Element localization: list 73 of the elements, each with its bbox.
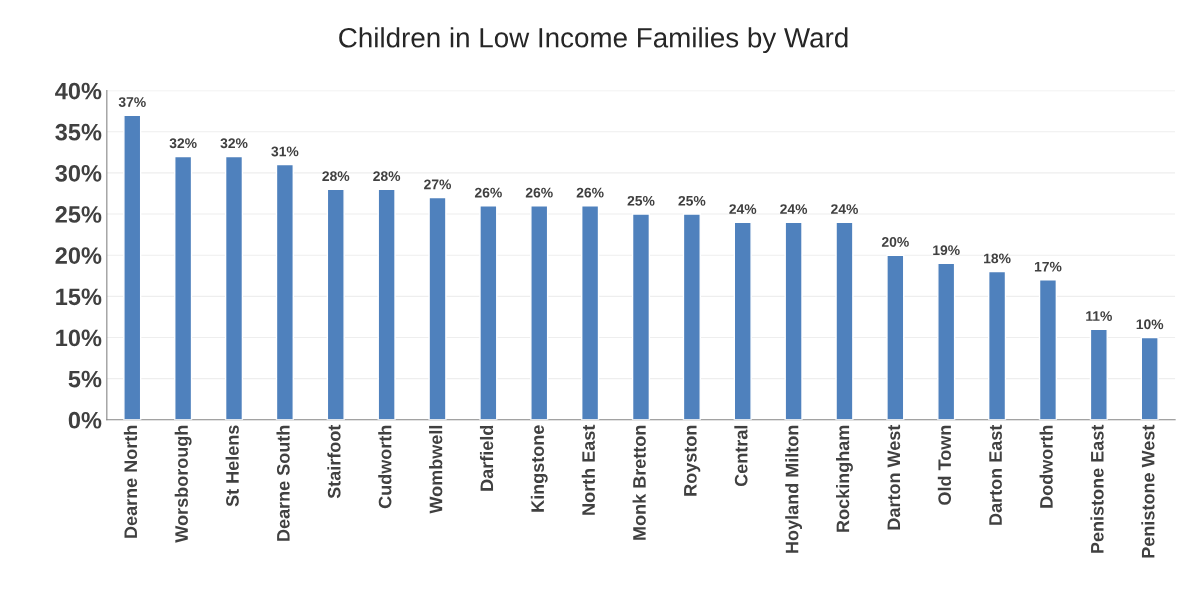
x-tick-label: Cudworth	[378, 425, 392, 509]
data-label: 24%	[729, 204, 757, 214]
x-tick-label: Rockingham	[836, 425, 853, 532]
data-label: 26%	[525, 187, 553, 198]
x-tick-label: St Helens	[225, 425, 239, 507]
bar	[428, 196, 447, 420]
bar	[886, 254, 905, 420]
data-label: 24%	[831, 204, 858, 214]
data-label: 25%	[678, 195, 706, 206]
data-label: 31%	[271, 146, 299, 157]
bar	[377, 188, 396, 420]
y-tick-label: 40%	[55, 82, 102, 100]
y-tick-label: 15%	[56, 288, 102, 306]
x-tick-label: Penistone East	[1090, 424, 1104, 553]
bar	[530, 205, 549, 420]
x-tick-label: Darfield	[479, 425, 494, 491]
y-tick-label: 5%	[68, 370, 102, 388]
x-tick-label: Darton West	[887, 424, 901, 530]
x-tick-label: North East	[581, 424, 595, 515]
x-tick-label: Worsborough	[174, 425, 192, 543]
bar	[733, 221, 752, 420]
x-tick-label: Old Town	[937, 425, 952, 505]
bar	[784, 221, 803, 420]
bar	[631, 213, 651, 420]
data-label: 37%	[118, 97, 146, 108]
bar	[1089, 328, 1108, 420]
bar	[581, 205, 600, 420]
data-label: 32%	[220, 138, 248, 149]
y-tick-label: 10%	[56, 329, 102, 347]
bar	[1038, 279, 1058, 420]
bar	[987, 270, 1007, 420]
data-label: 28%	[373, 171, 401, 182]
x-tick-label: Penistone West	[1141, 424, 1155, 558]
x-tick-label: Kingstone	[530, 425, 548, 512]
x-tick-label: Dearne North	[123, 425, 138, 538]
bar	[1140, 336, 1159, 420]
chart-title: Children in Low Income Families by Ward	[339, 27, 848, 54]
x-tick-label: Darton East	[989, 424, 1002, 525]
bar	[835, 221, 854, 420]
y-tick-label: 35%	[55, 123, 102, 141]
y-tick-label: 30%	[55, 164, 102, 182]
bar	[682, 213, 701, 420]
data-label: 28%	[322, 171, 350, 182]
data-label: 20%	[881, 237, 909, 247]
bar	[937, 262, 956, 420]
x-tick-label: Stairfoot	[327, 424, 341, 499]
data-label: 26%	[474, 187, 502, 198]
bar	[123, 114, 142, 420]
bar	[224, 155, 244, 420]
x-tick-label: Dearne South	[276, 425, 290, 541]
bar	[479, 205, 498, 420]
x-tick-label: Hoyland Milton	[785, 425, 803, 553]
y-tick-label: 20%	[55, 247, 102, 264]
x-tick-label: Central	[734, 425, 748, 487]
data-label: 10%	[1136, 319, 1164, 330]
y-tick-label: 0%	[68, 411, 102, 429]
x-tick-label: Royston	[684, 425, 701, 496]
data-label: 19%	[933, 245, 960, 256]
x-tick-label: Monk Bretton	[632, 425, 646, 540]
data-label: 11%	[1086, 311, 1112, 321]
bar	[275, 163, 294, 420]
data-label: 18%	[984, 253, 1011, 264]
data-label: 17%	[1034, 261, 1062, 272]
data-label: 24%	[780, 204, 808, 214]
data-label: 27%	[424, 179, 452, 190]
data-label: 25%	[627, 195, 655, 206]
x-tick-label: Dodworth	[1039, 425, 1053, 508]
data-label: 26%	[576, 187, 604, 198]
y-tick-label: 25%	[55, 206, 102, 223]
x-tick-label: Wombwell	[429, 425, 443, 514]
data-label: 32%	[169, 138, 197, 149]
bar	[326, 188, 345, 420]
bar	[174, 155, 193, 420]
